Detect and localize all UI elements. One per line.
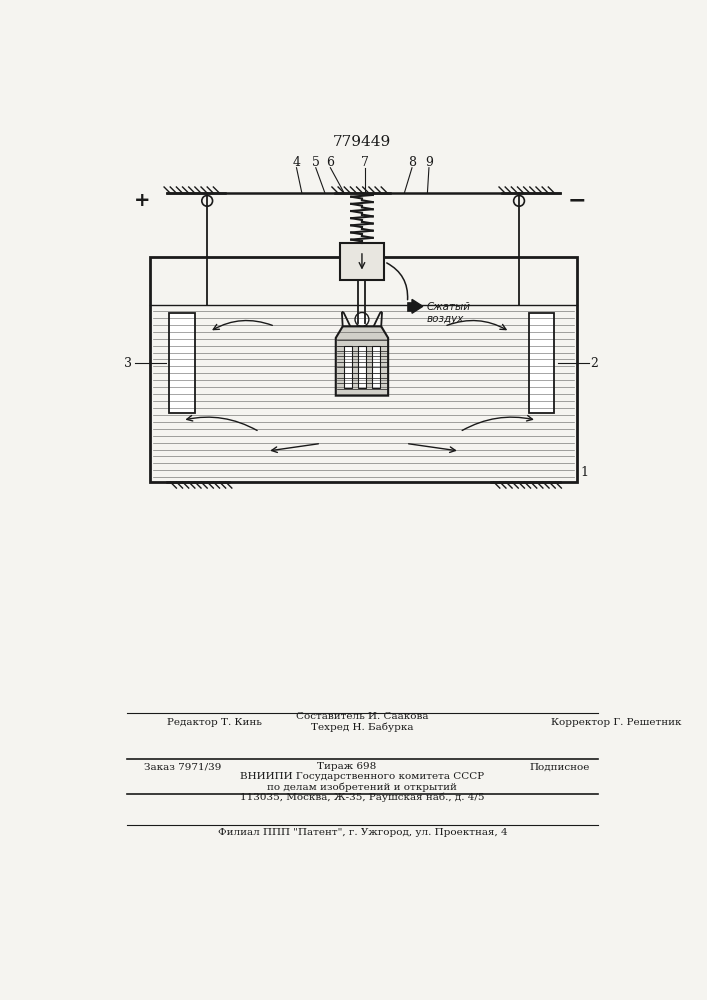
Text: 7: 7 <box>361 156 369 169</box>
Text: ВНИИПИ Государственного комитета СССР: ВНИИПИ Государственного комитета СССР <box>240 772 484 781</box>
Circle shape <box>355 313 369 326</box>
Bar <box>407 302 412 311</box>
Text: −: − <box>568 191 586 211</box>
Text: 1: 1 <box>580 466 589 479</box>
Text: +: + <box>134 191 151 210</box>
Text: 9: 9 <box>425 156 433 169</box>
Bar <box>344 346 352 388</box>
Text: 8: 8 <box>408 156 416 169</box>
Text: Тираж 698: Тираж 698 <box>317 762 377 771</box>
Text: Заказ 7971/39: Заказ 7971/39 <box>144 762 221 771</box>
Text: Подписное: Подписное <box>529 762 590 771</box>
Polygon shape <box>336 326 388 396</box>
Polygon shape <box>412 299 423 313</box>
Text: 5: 5 <box>312 156 320 169</box>
Text: 4: 4 <box>293 156 300 169</box>
Bar <box>150 257 577 482</box>
Text: Сжатый
воздух: Сжатый воздух <box>426 302 471 324</box>
Bar <box>170 313 195 413</box>
Text: по делам изобретений и открытий: по делам изобретений и открытий <box>267 782 457 792</box>
Text: Составитель И. Саакова: Составитель И. Саакова <box>296 712 428 721</box>
Text: 779449: 779449 <box>333 135 392 149</box>
Bar <box>529 313 554 413</box>
Text: 2: 2 <box>590 357 599 370</box>
Bar <box>358 346 366 388</box>
Text: Техред Н. Бабурка: Техред Н. Бабурка <box>311 722 414 732</box>
Text: Редактор Т. Кинь: Редактор Т. Кинь <box>167 718 262 727</box>
Text: 3: 3 <box>124 357 132 370</box>
Bar <box>339 243 385 280</box>
Bar <box>372 346 380 388</box>
Text: 113035, Москва, Ж-35, Раушская наб., д. 4/5: 113035, Москва, Ж-35, Раушская наб., д. … <box>240 792 484 802</box>
Text: Корректор Г. Решетник: Корректор Г. Решетник <box>551 718 681 727</box>
Text: 6: 6 <box>327 156 334 169</box>
Text: Филиал ППП "Патент", г. Ужгород, ул. Проектная, 4: Филиал ППП "Патент", г. Ужгород, ул. Про… <box>218 828 507 837</box>
